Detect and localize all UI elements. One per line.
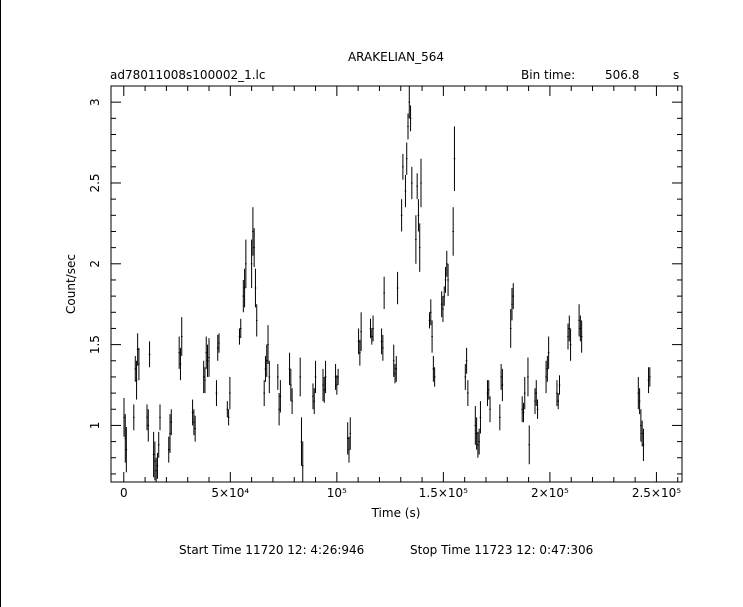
x-tick-label: 2.5×10⁵ xyxy=(632,486,681,500)
x-tick-label: 2×10⁵ xyxy=(531,486,569,500)
stop-time: Stop Time 11723 12: 0:47:306 xyxy=(410,543,593,557)
y-tick-label: 2.5 xyxy=(88,173,102,192)
y-tick-label: 2 xyxy=(88,260,102,268)
bin-time-unit: s xyxy=(673,68,679,82)
x-tick-label: 1.5×10⁵ xyxy=(419,486,468,500)
file-name: ad78011008s100002_1.lc xyxy=(110,68,266,82)
x-axis-tick-labels: 0 5×10⁴ 10⁵ 1.5×10⁵ 2×10⁵ 2.5×10⁵ xyxy=(120,486,681,500)
x-tick-label: 5×10⁴ xyxy=(211,486,249,500)
chart-title: ARAKELIAN_564 xyxy=(348,50,444,64)
plot-frame xyxy=(110,85,683,483)
x-tick-label: 0 xyxy=(120,486,128,500)
y-axis-ticks xyxy=(111,85,682,475)
bin-time-label: Bin time: xyxy=(521,68,575,82)
start-time: Start Time 11720 12: 4:26:946 xyxy=(179,543,364,557)
y-tick-label: 1 xyxy=(88,422,102,430)
x-axis-label: Time (s) xyxy=(371,506,421,520)
bin-time-value: 506.8 xyxy=(605,68,639,82)
y-tick-label: 1.5 xyxy=(88,335,102,354)
y-axis-label: Count/sec xyxy=(64,254,78,314)
data-points xyxy=(123,86,651,482)
y-tick-label: 3 xyxy=(88,98,102,106)
x-axis-ticks xyxy=(123,86,679,482)
window-border xyxy=(0,0,1,607)
y-axis-tick-labels: 1 1.5 2 2.5 3 xyxy=(88,98,102,429)
x-tick-label: 10⁵ xyxy=(327,486,347,500)
